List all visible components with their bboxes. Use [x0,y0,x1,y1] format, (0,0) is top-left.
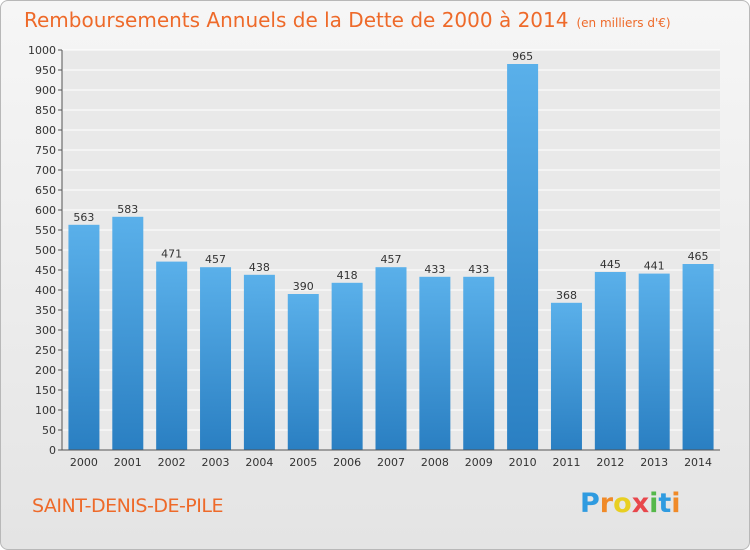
x-tick-label: 2006 [333,456,361,469]
y-tick-label: 200 [35,364,56,377]
chart-subtitle: (en milliers d'€) [576,16,671,30]
bars: 563 583 471 457 438 390 418 457 433 433 965 368 445 4… [68,50,714,450]
x-tick-label: 2000 [70,456,98,469]
x-tick-label: 2014 [684,456,712,469]
bar-2004 [243,274,275,450]
y-tick-label: 800 [35,124,56,137]
y-tick-label: 550 [35,224,56,237]
y-tick-label: 600 [35,204,56,217]
bar-2011 [550,302,582,450]
bar-value-label: 583 [117,203,138,216]
bar-value-label: 441 [644,260,665,273]
y-tick-label: 750 [35,144,56,157]
city-name: SAINT-DENIS-DE-PILE [32,495,223,517]
bar-2008 [419,276,451,450]
x-tick-label: 2009 [465,456,493,469]
bar-value-label: 465 [688,250,709,263]
x-tick-label: 2008 [421,456,449,469]
y-tick-label: 150 [35,384,56,397]
x-tick-label: 2007 [377,456,405,469]
chart-title: Remboursements Annuels de la Dette de 20… [24,8,671,32]
bar-2014 [682,264,714,450]
logo-letter: o [613,488,632,519]
bar-value-label: 445 [600,258,621,271]
bar-value-label: 965 [512,50,533,63]
bar-value-label: 390 [293,280,314,293]
y-tick-label: 0 [49,444,56,457]
y-tick-label: 700 [35,164,56,177]
bar-value-label: 438 [249,261,270,274]
y-tick-label: 650 [35,184,56,197]
y-tick-label: 100 [35,404,56,417]
x-tick-label: 2004 [245,456,273,469]
bar-value-label: 457 [381,253,402,266]
y-axis: 0 50 100 150 200 250 300 350 400 450 500 550 600 650 7… [28,44,63,457]
y-tick-label: 850 [35,104,56,117]
x-axis: 2000 2001 2002 2003 2004 2005 2006 2007 2008 2009… [58,449,720,469]
x-tick-label: 2012 [596,456,624,469]
y-tick-label: 500 [35,244,56,257]
x-tick-label: 2002 [158,456,186,469]
logo-letter: i [671,488,681,519]
bar-2003 [200,267,232,450]
y-tick-label: 950 [35,64,56,77]
bar-2002 [156,261,188,450]
x-tick-label: 2013 [640,456,668,469]
bar-2012 [594,272,626,450]
x-tick-label: 2005 [289,456,317,469]
x-tick-label: 2011 [552,456,580,469]
bar-2000 [68,224,100,450]
logo-letter: i [649,488,659,519]
y-tick-label: 450 [35,264,56,277]
bar-2006 [331,282,363,450]
bar-value-label: 457 [205,253,226,266]
bar-value-label: 471 [161,248,182,261]
y-tick-label: 250 [35,344,56,357]
bar-value-label: 368 [556,289,577,302]
logo-letter: P [580,488,600,519]
x-tick-label: 2003 [202,456,230,469]
bar-value-label: 418 [337,269,358,282]
logo-letter: t [658,488,672,519]
logo-letter: r [599,488,614,519]
bar-2010 [507,64,539,450]
x-tick-label: 2010 [509,456,537,469]
bar-2009 [463,276,495,450]
bar-2007 [375,267,407,450]
y-tick-label: 350 [35,304,56,317]
proxiti-logo: Proxiti [580,488,681,519]
bar-value-label: 433 [424,263,445,276]
x-tick-label: 2001 [114,456,142,469]
chart-title-text: Remboursements Annuels de la Dette de 20… [24,8,569,32]
y-tick-label: 400 [35,284,56,297]
y-tick-label: 1000 [28,44,56,57]
bar-value-label: 433 [468,263,489,276]
bar-2005 [287,294,319,450]
y-tick-label: 50 [42,424,56,437]
logo-letter: x [631,488,650,519]
bar-2013 [638,273,670,450]
y-tick-label: 300 [35,324,56,337]
bar-value-label: 563 [73,211,94,224]
bar-2001 [112,216,144,450]
y-tick-label: 900 [35,84,56,97]
